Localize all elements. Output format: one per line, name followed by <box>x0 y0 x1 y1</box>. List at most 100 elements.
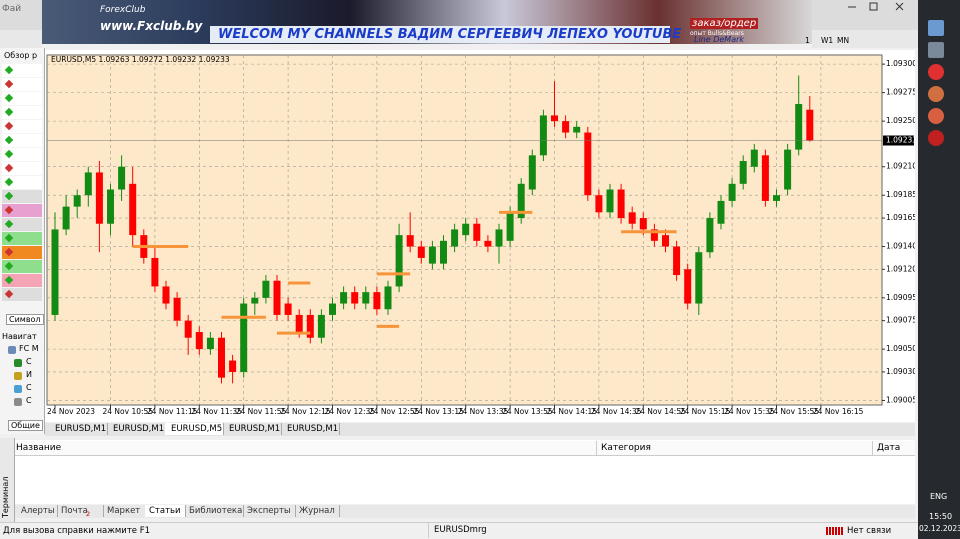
nav-icon <box>14 398 22 406</box>
candle-body <box>662 235 669 247</box>
candle-body <box>395 235 403 287</box>
terminal-tab[interactable]: Алерты <box>17 505 58 517</box>
candle-body <box>295 314 303 333</box>
candle-body <box>717 200 725 224</box>
taskbar-app[interactable] <box>928 108 944 124</box>
common-tab[interactable]: Общие <box>8 420 43 431</box>
symbols-tab[interactable]: Символ <box>6 314 44 325</box>
taskbar-app[interactable] <box>928 86 944 102</box>
candle-body <box>51 229 59 315</box>
taskbar-app[interactable] <box>928 130 944 146</box>
chart-tab[interactable]: EURUSD,M1 <box>281 423 340 435</box>
row-icon <box>4 275 14 285</box>
chart-tab[interactable]: EURUSD,M1 <box>223 423 282 435</box>
timeframe[interactable]: MN <box>837 36 850 45</box>
chart-tab[interactable]: EURUSD,M1 <box>107 423 166 435</box>
market-watch-title: Обзор р <box>4 51 38 60</box>
y-tick-label: 1.09210 <box>886 162 915 171</box>
x-tick-label: 24 Nov 13:15 <box>413 407 464 416</box>
x-tick-label: 24 Nov 13:35 <box>458 407 509 416</box>
col-date[interactable]: Дата <box>872 441 900 455</box>
market-row <box>2 64 42 77</box>
candle-body <box>795 104 803 150</box>
x-tick-label: 24 Nov 11:55 <box>236 407 287 416</box>
terminal-tab[interactable]: Журнал <box>295 505 340 517</box>
candle-body <box>761 155 769 201</box>
menu-file[interactable]: Фай <box>2 4 22 14</box>
nav-label: И <box>26 370 32 379</box>
market-row <box>2 120 42 133</box>
candle-body <box>95 172 103 224</box>
chart-tabs: EURUSD,M1 EURUSD,M1 EURUSD,M5 EURUSD,M1 EURU… <box>45 423 915 436</box>
col-name[interactable]: Название <box>16 443 62 453</box>
taskbar-app[interactable] <box>928 20 944 36</box>
candle-body <box>162 286 170 304</box>
market-row <box>2 78 42 91</box>
x-tick-label: 24 Nov 15:15 <box>680 407 731 416</box>
candle-body <box>506 212 514 241</box>
current-price-label: 1.09233 <box>886 136 915 145</box>
y-tick-label: 1.09275 <box>886 88 915 97</box>
banner-strip <box>210 26 670 43</box>
x-tick-label: 24 Nov 12:15 <box>280 407 331 416</box>
chart: 1.09300 1.09275 1.09250 1.09210 1.09185 1.091… <box>45 50 915 422</box>
restore[interactable] <box>869 2 878 11</box>
candle-body <box>528 155 536 190</box>
x-tick-label: 24 Nov 14:15 <box>547 407 598 416</box>
x-tick-label: 24 Nov 14:35 <box>591 407 642 416</box>
terminal-tabs: Алерты Почта 2 Маркет Статьи Библиотека Экспер… <box>15 505 915 518</box>
terminal-tab[interactable]: Статьи <box>145 505 186 517</box>
row-icon <box>4 191 14 201</box>
candle-body <box>573 126 581 133</box>
chart-tab[interactable]: EURUSD,M1 <box>49 423 108 435</box>
market-row <box>2 162 42 175</box>
candle-body <box>262 280 270 298</box>
y-tick-label: 1.09140 <box>886 242 915 251</box>
clock-date[interactable]: 02.12.2023 <box>919 524 960 533</box>
candle-body <box>351 292 359 304</box>
chart-tab[interactable]: EURUSD,M5 <box>165 423 224 435</box>
candle-body <box>784 149 792 190</box>
market-row <box>2 92 42 105</box>
terminal-tab[interactable]: Эксперты <box>243 505 296 517</box>
market-row <box>2 260 42 273</box>
timeframe[interactable]: W1 <box>821 36 834 45</box>
timeframe[interactable]: 1 <box>805 36 810 45</box>
terminal-tab[interactable]: Почта 2 <box>57 505 104 518</box>
candle-body <box>184 320 192 338</box>
nav-icon <box>14 359 22 367</box>
candle-body <box>773 195 780 201</box>
window-buttons <box>848 2 904 11</box>
banner-line2: опыт Bulls&Bears <box>690 30 744 37</box>
candle-body <box>606 189 614 213</box>
candle-body <box>639 218 647 230</box>
clock-time[interactable]: 15:50 <box>929 512 953 521</box>
y-tick-label: 1.09250 <box>886 116 915 125</box>
row-icon <box>4 261 14 271</box>
terminal-side <box>0 438 15 522</box>
candle-body <box>695 252 703 304</box>
market-row <box>2 134 42 147</box>
x-tick-label: 24 Nov 15:35 <box>724 407 775 416</box>
x-tick-label: 24 Nov 13:55 <box>502 407 553 416</box>
col-category[interactable]: Категория <box>596 441 651 455</box>
candle-body <box>417 246 425 258</box>
candle-body <box>428 246 436 264</box>
row-icon <box>4 233 14 243</box>
candle-body <box>129 183 137 236</box>
banner-brand: ForexClub <box>100 5 146 15</box>
x-tick-label: 24 Nov 12:35 <box>325 407 376 416</box>
terminal-tab[interactable]: Библиотека <box>185 505 244 517</box>
close[interactable] <box>895 2 904 11</box>
candle-body <box>628 212 636 224</box>
taskbar-app[interactable] <box>928 64 944 80</box>
terminal-tab[interactable]: Маркет <box>103 505 146 517</box>
taskbar-app[interactable] <box>928 42 944 58</box>
candle-body <box>195 332 203 350</box>
row-icon <box>4 177 14 187</box>
candle-body <box>151 257 159 287</box>
lang[interactable]: ENG <box>930 492 948 501</box>
y-tick-label: 1.09005 <box>886 395 915 404</box>
y-tick-label: 1.09185 <box>886 190 915 199</box>
mail-count: 2 <box>86 510 91 518</box>
